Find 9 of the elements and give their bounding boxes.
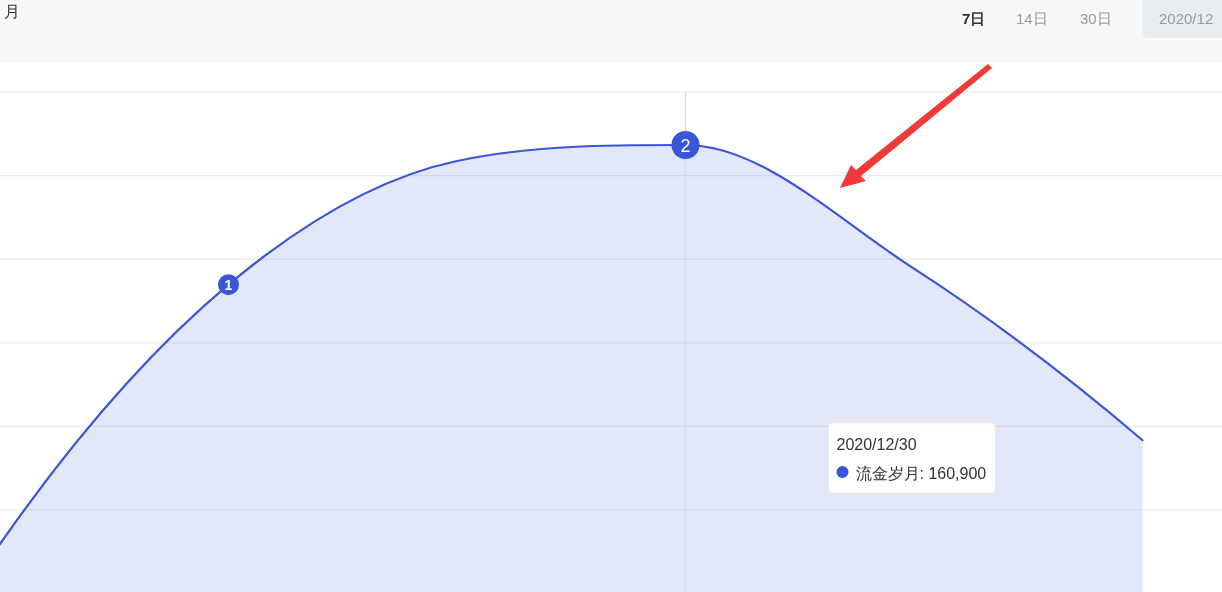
text: 7日	[962, 10, 986, 27]
annotation: 1	[224, 276, 233, 293]
annotation: 流金岁月: 160,900	[855, 465, 987, 482]
annotation: 2	[680, 135, 691, 156]
chart-title: 月	[4, 3, 20, 20]
date-picker: 2020/12	[1143, 0, 1222, 38]
tooltip: 2020/12/30 流金岁月: 160,900	[828, 422, 996, 494]
text: 30日	[1080, 10, 1112, 27]
text: 14日	[1016, 10, 1048, 27]
